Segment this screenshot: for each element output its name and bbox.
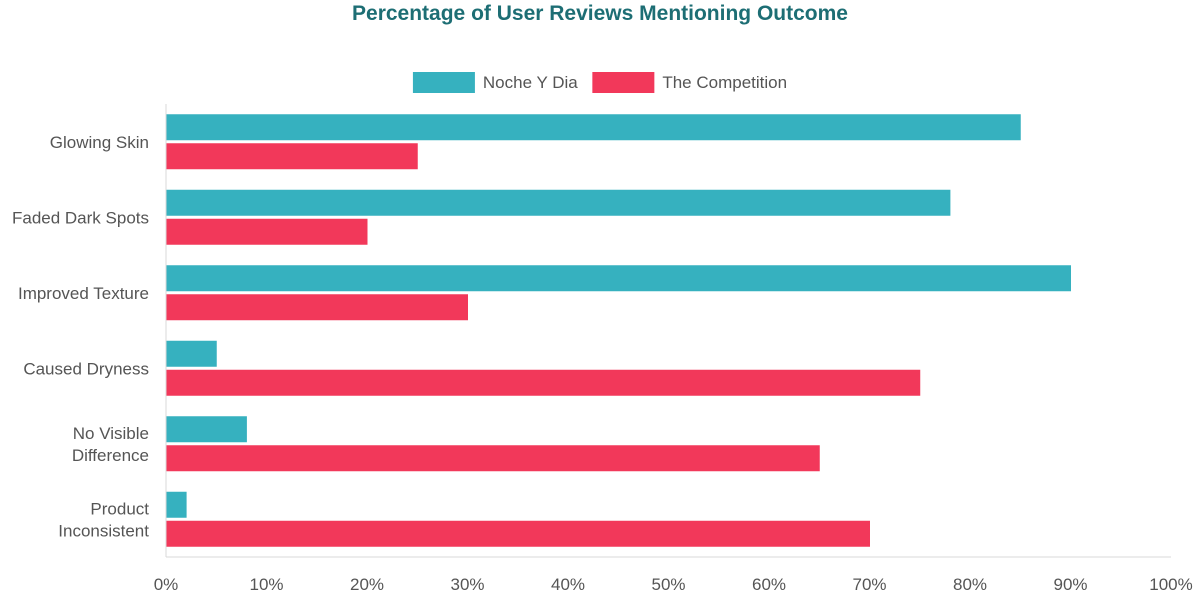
bar-series-1 xyxy=(165,189,951,216)
bar-series-1 xyxy=(165,265,1071,292)
bar-series-2 xyxy=(165,143,418,170)
x-tick-label: 100% xyxy=(1149,575,1192,594)
x-tick-label: 60% xyxy=(752,575,786,594)
bar-series-2 xyxy=(165,294,468,321)
legend-swatch xyxy=(412,72,475,93)
bar-series-1 xyxy=(165,340,217,367)
bar-series-2 xyxy=(165,445,820,472)
y-tick-label: Difference xyxy=(72,446,149,465)
y-tick-label: Glowing Skin xyxy=(50,133,149,152)
bar-series-1 xyxy=(165,416,247,443)
y-tick-label: Faded Dark Spots xyxy=(12,208,149,227)
y-tick-label: Product xyxy=(90,499,149,518)
y-tick-label: Inconsistent xyxy=(58,521,149,540)
legend-label: The Competition xyxy=(662,73,787,92)
y-tick-label: Improved Texture xyxy=(18,284,149,303)
axes-group: 0% 10% 20% 30% 40% 50% 60% 70% 80% 90% 100% Glowing… xyxy=(12,104,1193,594)
legend-swatch xyxy=(592,72,655,93)
x-tick-label: 70% xyxy=(852,575,886,594)
bar-series-2 xyxy=(165,520,870,547)
x-tick-label: 90% xyxy=(1053,575,1087,594)
legend-label: Noche Y Dia xyxy=(483,73,578,92)
bar-series-1 xyxy=(165,114,1021,141)
bars-group xyxy=(165,114,1071,547)
bar-series-1 xyxy=(165,491,187,518)
x-tick-label: 30% xyxy=(450,575,484,594)
x-tick-label: 0% xyxy=(154,575,179,594)
x-tick-label: 40% xyxy=(551,575,585,594)
legend: Noche Y Dia The Competition xyxy=(412,72,787,93)
bar-series-2 xyxy=(165,218,368,245)
x-tick-label: 10% xyxy=(249,575,283,594)
y-tick-label: Caused Dryness xyxy=(23,359,149,378)
x-tick-label: 80% xyxy=(953,575,987,594)
x-tick-label: 50% xyxy=(651,575,685,594)
x-tick-label: 20% xyxy=(350,575,384,594)
y-tick-label: No Visible xyxy=(73,424,149,443)
chart-title: Percentage of User Reviews Mentioning Ou… xyxy=(352,2,848,25)
bar-series-2 xyxy=(165,369,921,396)
